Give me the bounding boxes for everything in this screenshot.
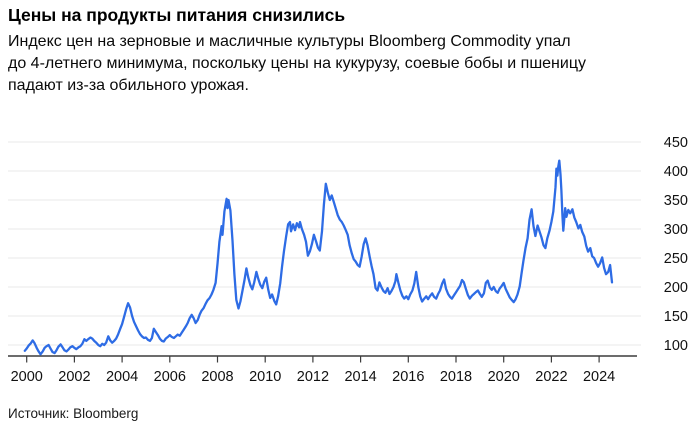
x-axis-label-2020: 2020 [488,369,520,385]
x-axis-label-2004: 2004 [106,369,138,385]
chart-header: Цены на продукты питания снизились Индек… [8,3,684,97]
x-axis-label-2022: 2022 [535,369,567,385]
y-axis-label-250: 250 [664,251,688,267]
x-axis-label-2002: 2002 [58,369,90,385]
page-title: Цены на продукты питания снизились [8,5,346,25]
source-attribution: Источник: Bloomberg [8,406,139,421]
x-axis-label-2008: 2008 [201,369,233,385]
y-axis-label-450: 450 [664,135,688,151]
subtitle-line-3: падают из-за обильного урожая. [8,77,249,94]
x-axis-label-2024: 2024 [583,369,615,385]
x-axis-label-2018: 2018 [440,369,472,385]
y-axis-label-400: 400 [664,164,688,180]
x-axis-label-2000: 2000 [11,369,43,385]
x-axis-label-2016: 2016 [392,369,424,385]
y-axis-label-100: 100 [664,338,688,354]
x-axis-label-2010: 2010 [249,369,281,385]
subtitle-line-2: до 4-летнего минимума, поскольку цены на… [8,55,586,72]
price-series-line [23,159,614,356]
subtitle-line-1: Индекс цен на зерновые и масличные культ… [8,33,571,50]
y-axis-label-200: 200 [664,280,688,296]
x-axis-label-2012: 2012 [297,369,329,385]
x-axis-label-2014: 2014 [344,369,376,385]
y-axis-label-300: 300 [664,222,688,238]
x-axis-label-2006: 2006 [154,369,186,385]
y-axis-label-350: 350 [664,193,688,209]
y-axis-label-150: 150 [664,309,688,325]
chart-subtitle: Индекс цен на зерновые и масличные культ… [8,31,684,97]
